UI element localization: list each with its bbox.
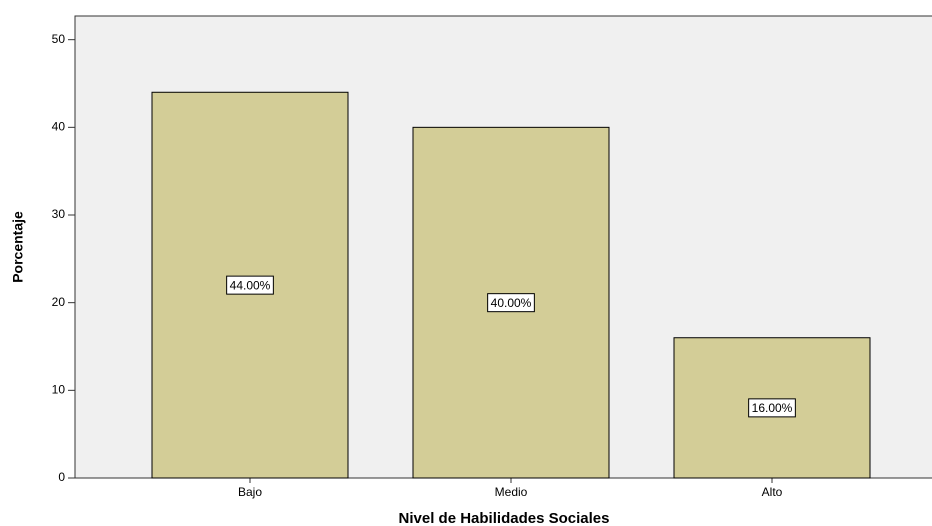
y-tick-label: 0 <box>58 470 65 484</box>
x-tick-label: Bajo <box>238 485 262 499</box>
y-tick-label: 20 <box>52 295 66 309</box>
value-label-box <box>226 275 274 295</box>
y-tick-label: 30 <box>52 207 66 221</box>
x-axis-title: Nivel de Habilidades Sociales <box>399 510 610 526</box>
y-tick-label: 50 <box>52 32 66 46</box>
value-label-box <box>487 293 535 313</box>
y-tick-label: 10 <box>52 383 66 397</box>
value-label-box <box>748 398 796 418</box>
x-tick-label: Alto <box>762 485 783 499</box>
x-tick-label: Medio <box>495 485 528 499</box>
value-label: 16.00% <box>752 401 793 415</box>
y-axis-title: Porcentaje <box>10 211 26 283</box>
value-label: 44.00% <box>230 278 271 292</box>
y-tick-label: 40 <box>52 120 66 134</box>
value-label: 40.00% <box>491 296 532 310</box>
